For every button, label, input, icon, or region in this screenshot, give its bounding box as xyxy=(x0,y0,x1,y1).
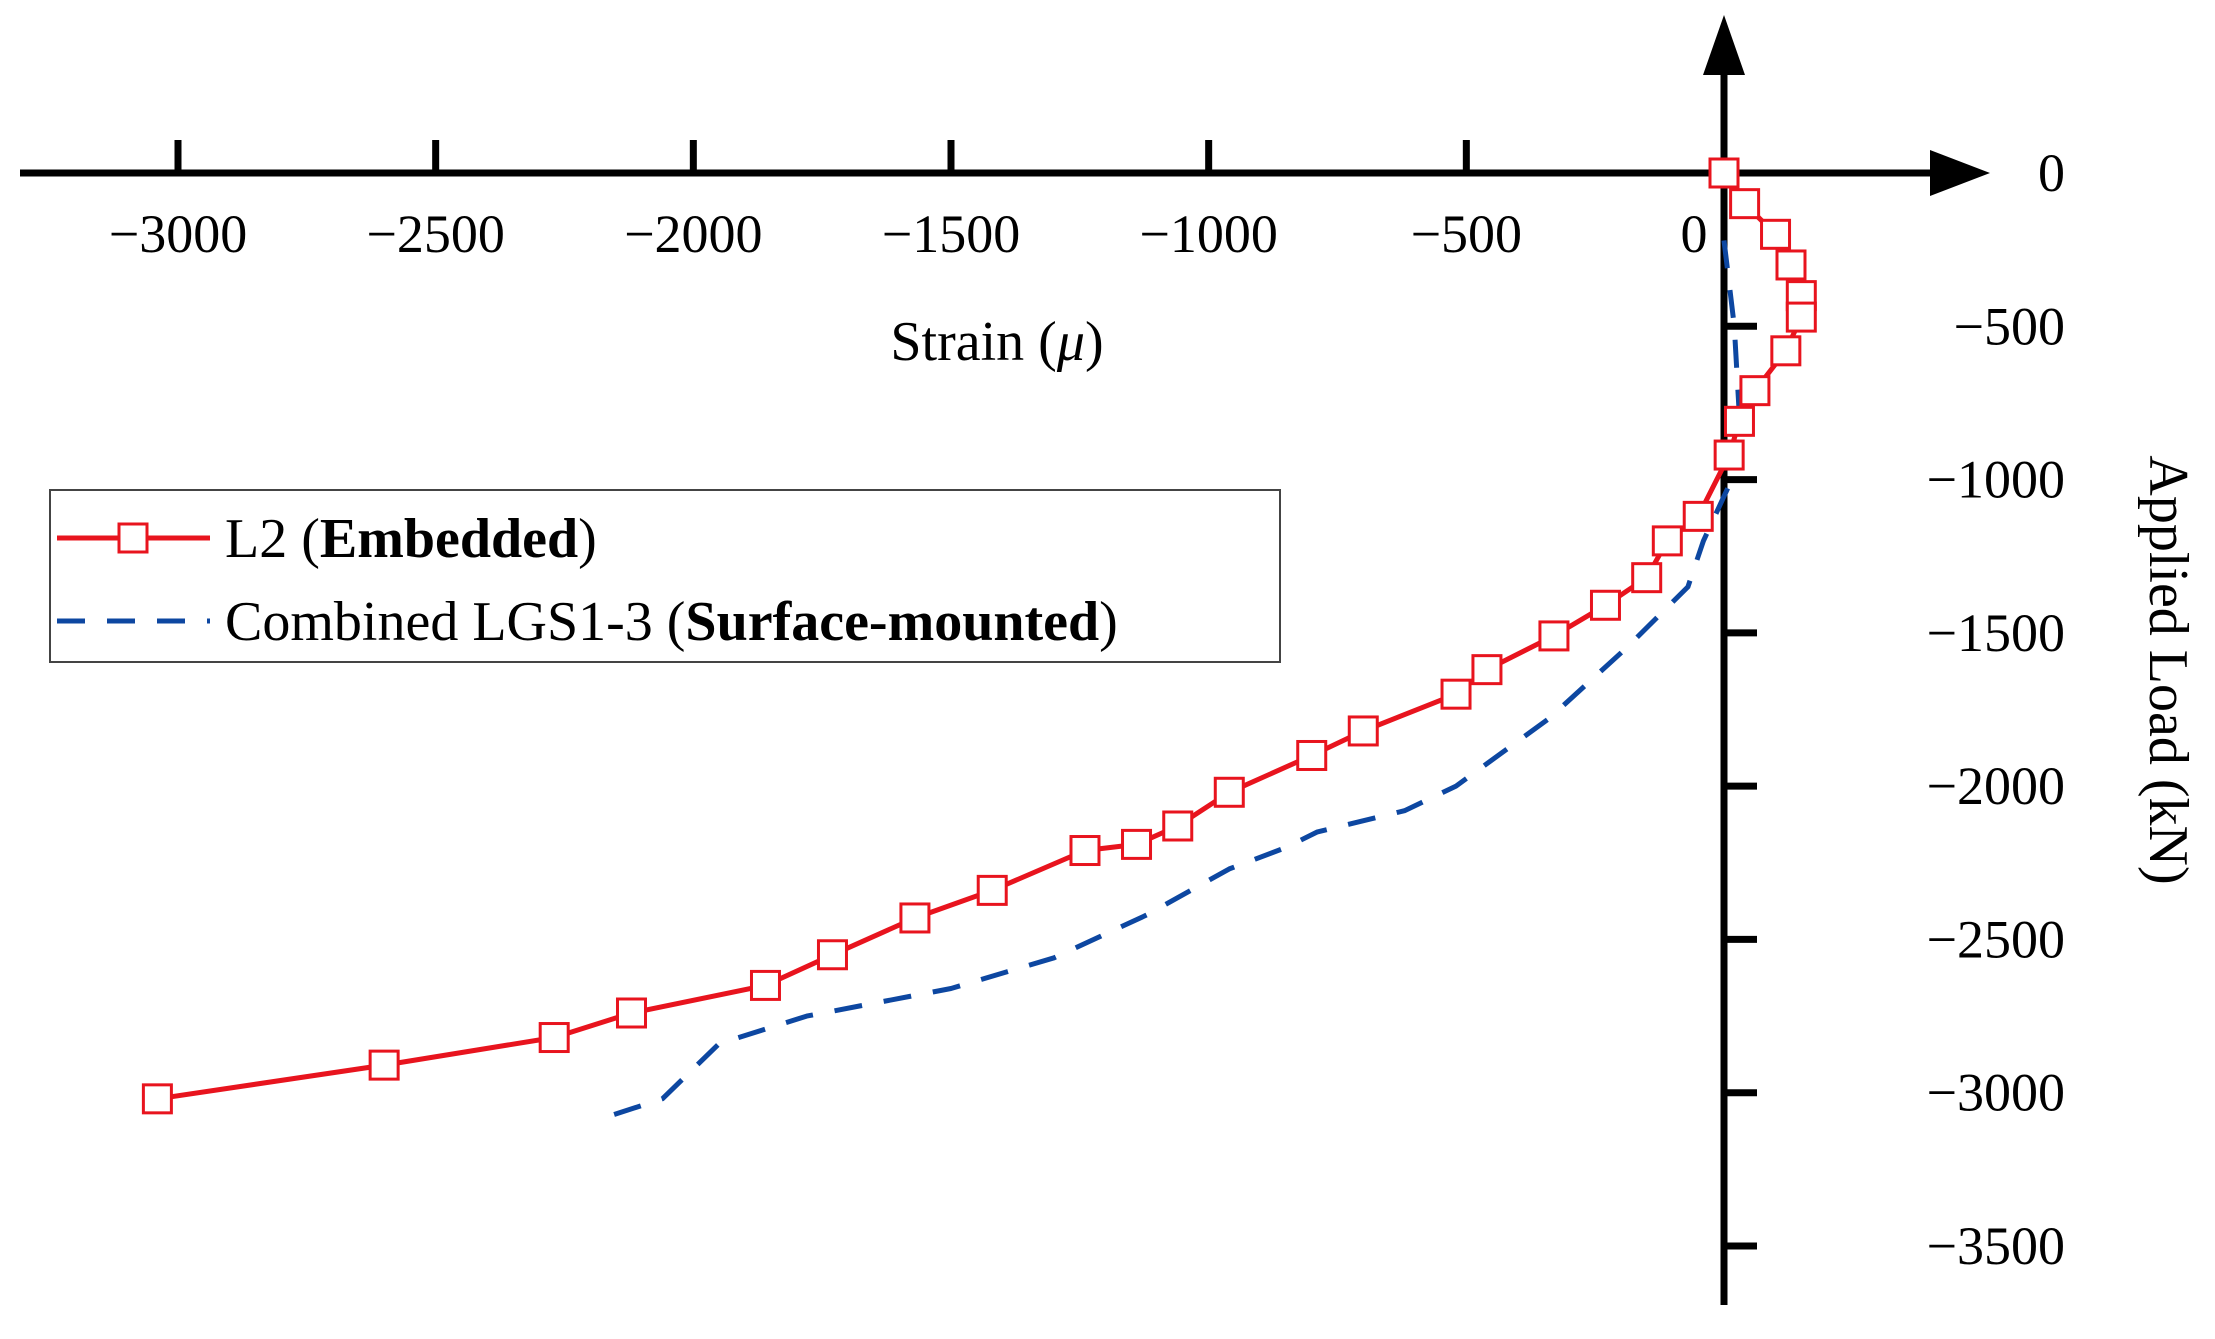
series-l2-point xyxy=(1347,715,1379,747)
legend: L2 (Embedded) Combined LGS1-3 (Surface-m… xyxy=(49,489,1281,663)
series-l2-point xyxy=(368,1049,400,1081)
legend-lgs-name: Combined LGS1-3 xyxy=(225,591,653,653)
y-tick-label: −3000 xyxy=(1927,1063,2065,1123)
y-axis-title: Applied Load (kN) xyxy=(2137,455,2199,884)
y-axis-ticks: 0 −500 −1000 −1500 −2000 −2500 −3000 −3500 xyxy=(1724,143,2065,1276)
series-l2-point xyxy=(1651,525,1683,557)
x-axis-title: Strain (μ) xyxy=(890,311,1103,373)
x-axis-ticks: −3000 −2500 −2000 −1500 −1000 −500 0 xyxy=(109,140,1708,264)
series-l2-point xyxy=(1296,739,1328,771)
series-l2-point xyxy=(1708,157,1740,189)
series-l2-point xyxy=(1440,678,1472,710)
y-tick-label: −2000 xyxy=(1927,756,2065,816)
y-tick-label: 0 xyxy=(2038,143,2065,203)
y-tick-label: −1500 xyxy=(1927,603,2065,663)
series-l2-point xyxy=(1760,218,1792,250)
x-axis-arrowhead xyxy=(1930,150,1990,196)
legend-lgs-label: Combined LGS1-3 (Surface-mounted) xyxy=(225,591,1118,653)
series-l2-point xyxy=(1682,500,1714,532)
series-l2-point xyxy=(1589,589,1621,621)
x-axis-title-unit: μ xyxy=(1056,311,1085,373)
y-axis-arrowhead xyxy=(1703,15,1745,75)
series-l2-point xyxy=(899,902,931,934)
series-l2-point xyxy=(1785,301,1817,333)
x-tick-label: −1500 xyxy=(882,204,1020,264)
x-tick-label: −500 xyxy=(1411,204,1522,264)
legend-box xyxy=(49,489,1281,663)
series-l2-point xyxy=(816,939,848,971)
x-tick-label: −2500 xyxy=(366,204,504,264)
series-l2-point xyxy=(1631,562,1663,594)
series-l2-point xyxy=(1069,835,1101,867)
y-tick-label: −1000 xyxy=(1927,450,2065,510)
series-lgs-line xyxy=(604,240,1742,1120)
series-l2-point xyxy=(1770,335,1802,367)
series-l2-point xyxy=(538,1022,570,1054)
series-l2-point xyxy=(1739,375,1771,407)
series-l2-point xyxy=(1775,249,1807,281)
x-tick-label: −1000 xyxy=(1139,204,1277,264)
x-axis-title-text: Strain xyxy=(890,311,1024,373)
x-tick-label: −2000 xyxy=(624,204,762,264)
legend-lgs-suffix: Surface-mounted xyxy=(685,591,1099,653)
x-tick-label: −3000 xyxy=(109,204,247,264)
legend-l2-suffix: Embedded xyxy=(320,508,578,570)
series-l2-point xyxy=(976,874,1008,906)
series-l2-point xyxy=(1471,654,1503,686)
series-l2-point xyxy=(1723,405,1755,437)
series-l2-point xyxy=(1213,776,1245,808)
y-tick-label: −500 xyxy=(1954,296,2065,356)
series-l2-point xyxy=(1121,828,1153,860)
series-l2-point xyxy=(141,1083,173,1115)
series-l2-point xyxy=(615,997,647,1029)
series-l2-point xyxy=(749,969,781,1001)
legend-l2-label: L2 (Embedded) xyxy=(225,508,597,570)
series-l2-point xyxy=(1713,439,1745,471)
legend-l2-name: L2 xyxy=(225,508,287,570)
legend-l2-marker xyxy=(117,522,149,554)
series-layer xyxy=(141,157,1817,1120)
x-tick-label: 0 xyxy=(1681,204,1708,264)
series-l2-point xyxy=(1729,188,1761,220)
series-l2-point xyxy=(1538,620,1570,652)
y-tick-label: −2500 xyxy=(1927,909,2065,969)
series-l2-point xyxy=(1162,810,1194,842)
y-tick-label: −3500 xyxy=(1927,1216,2065,1276)
